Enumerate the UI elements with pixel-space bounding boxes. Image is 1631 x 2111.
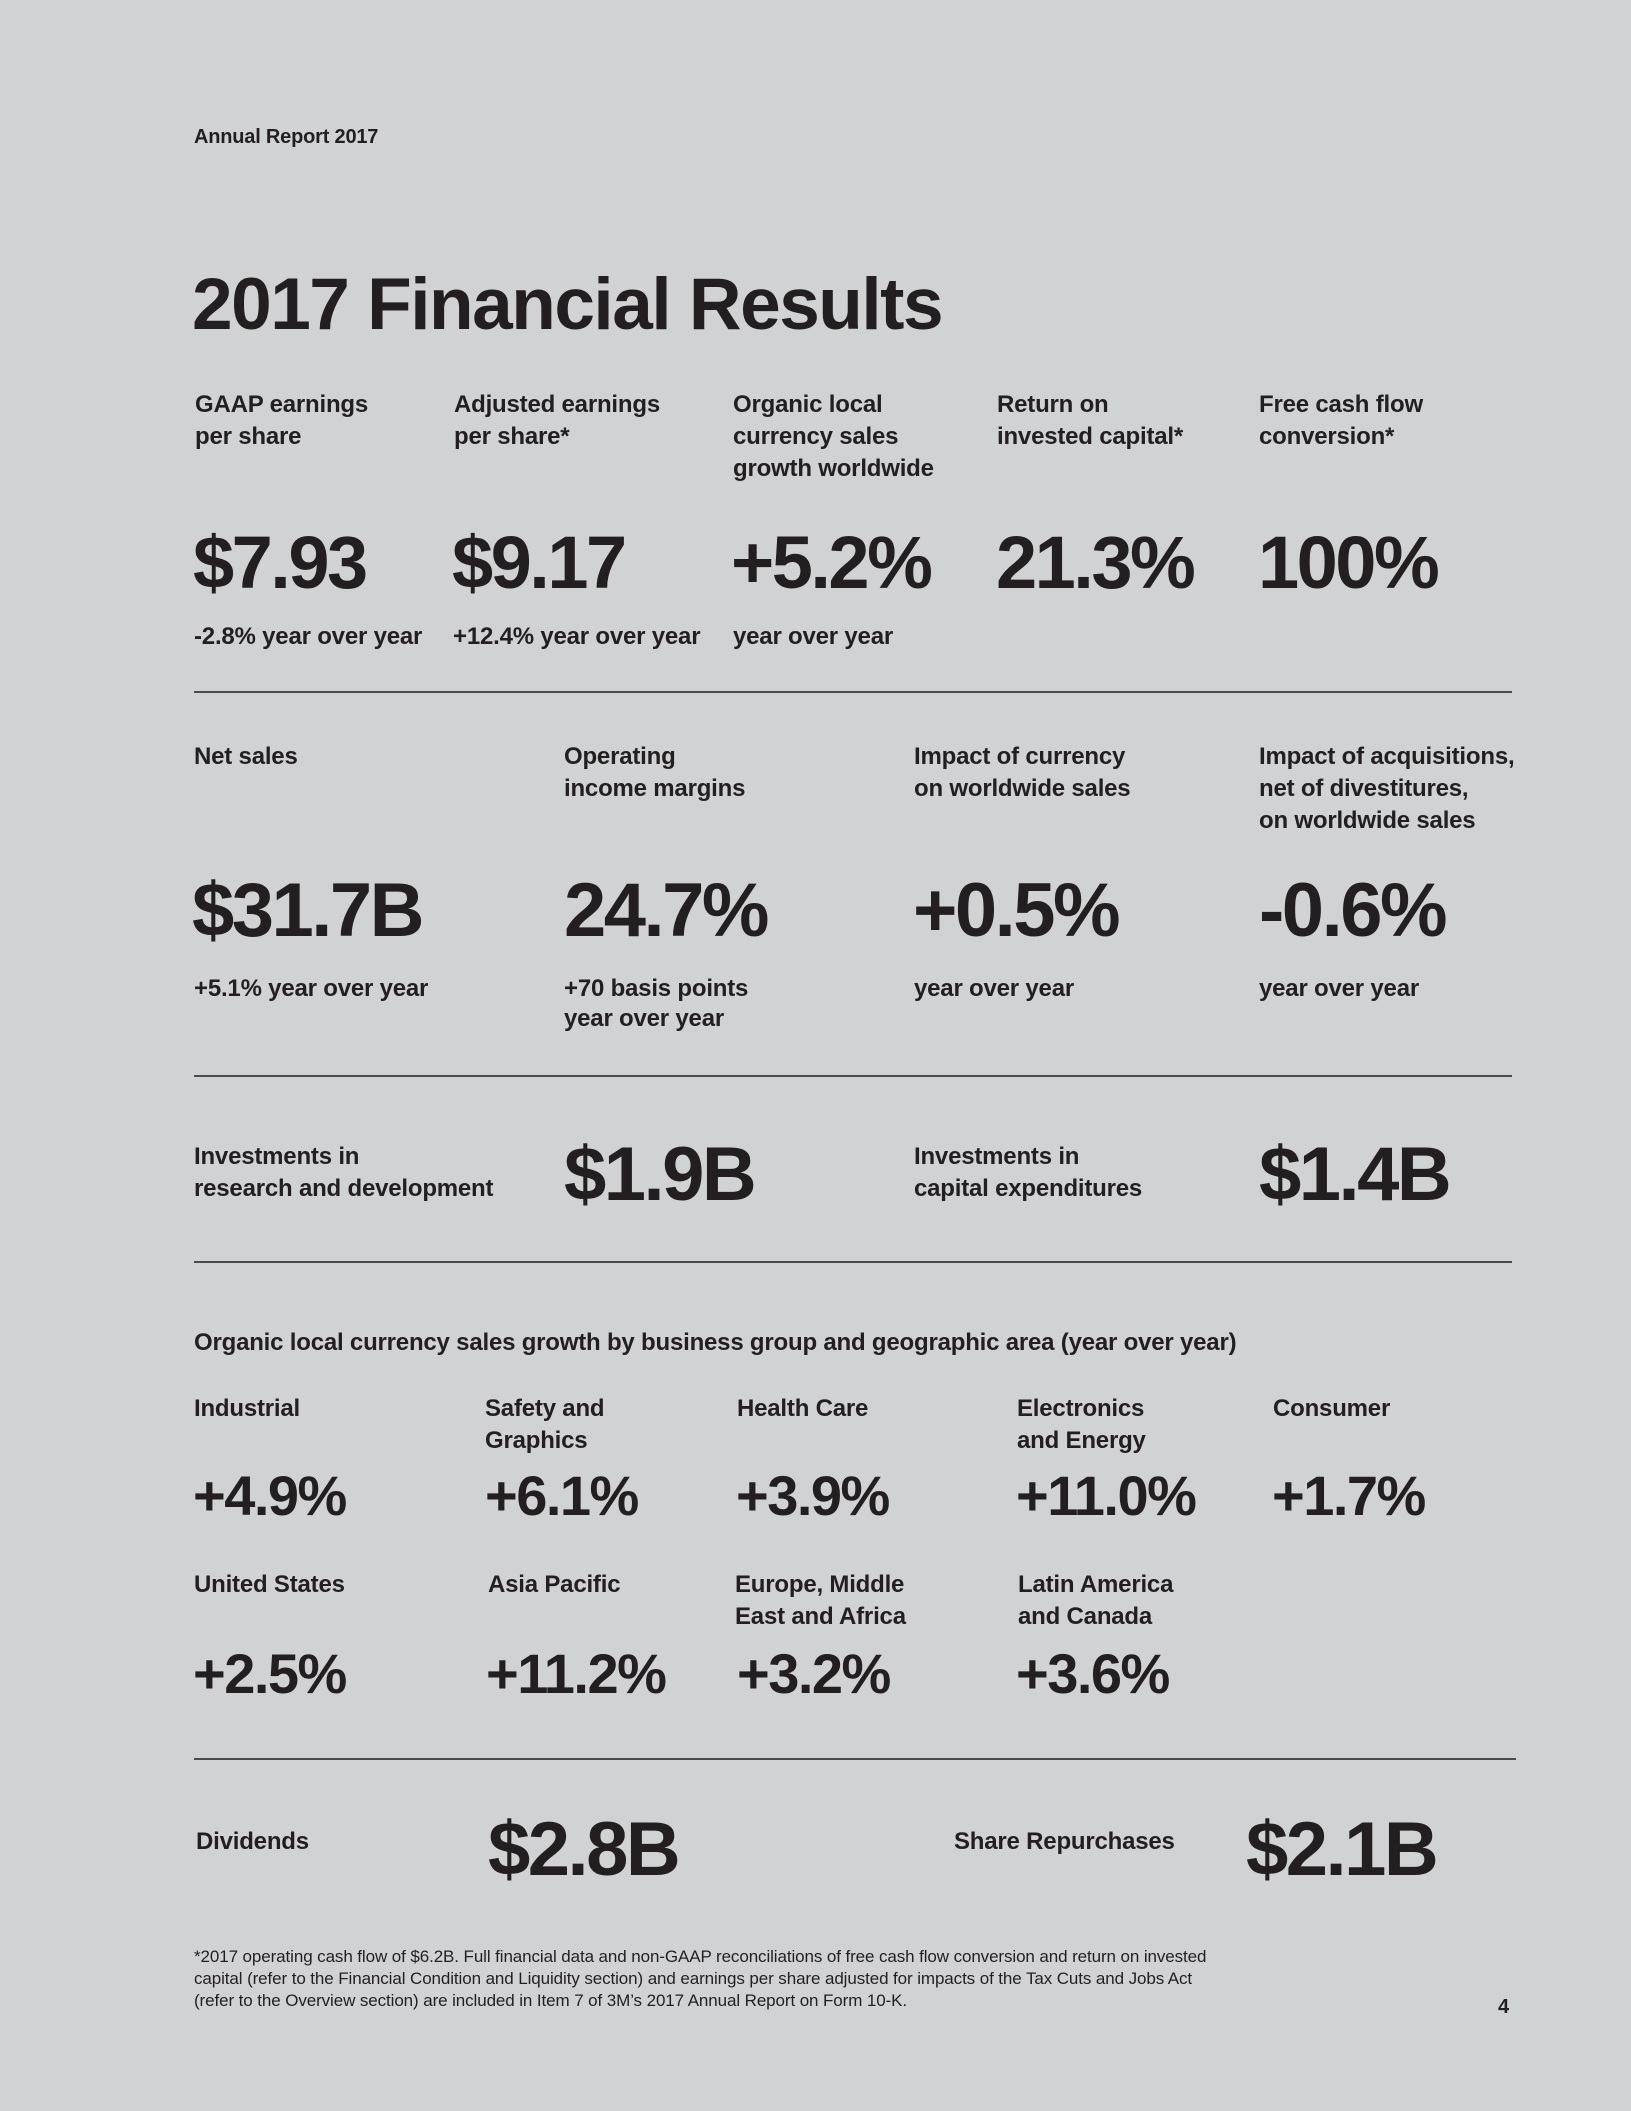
metric-sub-gaap-eps: -2.8% year over year (194, 623, 423, 650)
share-repurchases-label: Share Repurchases (954, 1828, 1175, 1855)
metric-label-organic-growth: Organic local currency sales growth worldw… (733, 391, 934, 482)
running-header: Annual Report 2017 (194, 126, 379, 148)
metric-value-acquisitions-impact: -0.6% (1259, 868, 1448, 953)
metric-label-roic: Return on invested capital* (997, 391, 1184, 450)
business-group-value: +1.7% (1272, 1464, 1426, 1527)
divider (194, 1075, 1512, 1077)
metric-label-net-sales: Net sales (194, 743, 298, 770)
metric-sub-adjusted-eps: +12.4% year over year (453, 623, 701, 650)
metric-label-adjusted-eps: Adjusted earnings per share* (454, 391, 660, 450)
divider (194, 1261, 1512, 1263)
page-number: 4 (1498, 1996, 1510, 2018)
metric-sub-net-sales: +5.1% year over year (194, 975, 429, 1002)
business-group-value: +6.1% (485, 1464, 639, 1527)
metric-label-gaap-eps: GAAP earnings per share (195, 391, 369, 450)
organic-growth-heading: Organic local currency sales growth by b… (194, 1329, 1237, 1356)
divider (194, 691, 1512, 693)
geo-area-value: +3.2% (737, 1642, 891, 1705)
business-group-value: +11.0% (1016, 1464, 1197, 1527)
metric-label-operating-margin: Operating income margins (564, 743, 746, 802)
metric-value-fcf-conversion: 100% (1258, 521, 1440, 604)
business-group-label: Safety and Graphics (485, 1395, 605, 1454)
divider (194, 1758, 1516, 1760)
dividends-label: Dividends (196, 1828, 309, 1855)
geo-area-label: Asia Pacific (488, 1571, 621, 1598)
dividends-value: $2.8B (488, 1807, 681, 1892)
geo-area-label: United States (194, 1571, 345, 1598)
metric-value-organic-growth: +5.2% (731, 521, 933, 604)
business-group-label: Industrial (194, 1395, 301, 1422)
metric-sub-organic-growth: year over year (733, 623, 893, 650)
metric-label-currency-impact: Impact of currency on worldwide sales (914, 743, 1131, 802)
metric-value-net-sales: $31.7B (192, 868, 425, 953)
metric-value-adjusted-eps: $9.17 (452, 521, 627, 604)
geo-area-label: Latin America and Canada (1018, 1571, 1174, 1630)
footnote: *2017 operating cash flow of $6.2B. Full… (194, 1947, 1207, 2010)
business-group-value: +3.9% (736, 1464, 890, 1527)
metric-sub-acquisitions-impact: year over year (1259, 975, 1419, 1002)
metric-value-operating-margin: 24.7% (564, 868, 770, 953)
business-group-value: +4.9% (193, 1464, 347, 1527)
metric-value-currency-impact: +0.5% (913, 868, 1121, 953)
business-group-label: Consumer (1273, 1395, 1391, 1422)
metric-label-fcf-conversion: Free cash flow conversion* (1259, 391, 1423, 450)
investment-label-capex: Investments in capital expenditures (914, 1143, 1143, 1202)
business-group-label: Health Care (737, 1395, 869, 1422)
geo-area-value: +3.6% (1016, 1642, 1170, 1705)
business-group-label: Electronics and Energy (1017, 1395, 1146, 1454)
geo-area-label: Europe, Middle East and Africa (735, 1571, 906, 1630)
share-repurchases-value: $2.1B (1246, 1807, 1439, 1892)
investment-value-capex: $1.4B (1259, 1132, 1452, 1217)
geo-area-value: +11.2% (486, 1642, 667, 1705)
investment-label-rd: Investments in research and development (194, 1143, 494, 1202)
metric-value-gaap-eps: $7.93 (193, 521, 368, 604)
metric-value-roic: 21.3% (996, 521, 1196, 604)
metric-sub-currency-impact: year over year (914, 975, 1074, 1002)
investment-value-rd: $1.9B (564, 1132, 757, 1217)
geo-area-value: +2.5% (193, 1642, 347, 1705)
metric-label-acquisitions-impact: Impact of acquisitions, net of divestitur… (1259, 743, 1515, 834)
metric-sub-operating-margin: +70 basis points year over year (564, 975, 749, 1032)
page-title: 2017 Financial Results (192, 264, 944, 345)
